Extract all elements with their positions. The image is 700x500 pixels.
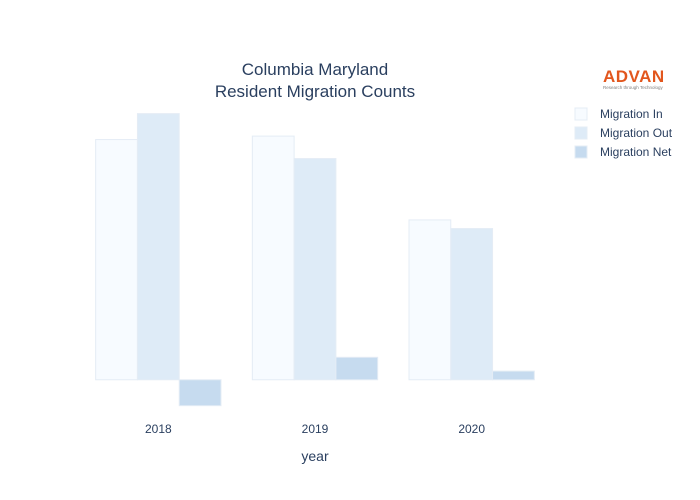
legend-label[interactable]: Migration Net (600, 145, 672, 159)
bars-layer (95, 113, 535, 407)
legend-swatch[interactable] (574, 145, 588, 159)
legend-label[interactable]: Migration In (600, 107, 663, 121)
x-tick-label: 2019 (302, 422, 329, 436)
bar-migration-in-2018[interactable] (95, 139, 138, 381)
chart-title-line-1: Columbia Maryland (242, 60, 388, 79)
logo-tagline: Research through Technology (603, 85, 663, 90)
bar-migration-out-2018[interactable] (136, 113, 180, 381)
legend[interactable]: Migration In Migration Out Migration Net (574, 107, 673, 159)
bar-migration-net-2018[interactable] (178, 379, 222, 407)
chart-title-line-2: Resident Migration Counts (215, 82, 415, 101)
bar-migration-out-2020[interactable] (450, 228, 494, 381)
legend-swatch[interactable] (574, 126, 588, 140)
x-tick-label: 2020 (458, 422, 485, 436)
legend-label[interactable]: Migration Out (600, 126, 673, 140)
bar-migration-in-2020[interactable] (408, 219, 452, 381)
x-ticks: 2018 2019 2020 (145, 422, 485, 436)
bar-migration-net-2019[interactable] (335, 356, 379, 381)
bar-migration-net-2020[interactable] (492, 370, 535, 381)
bar-migration-out-2019[interactable] (293, 158, 337, 381)
bar-migration-in-2019[interactable] (251, 135, 295, 381)
x-axis-title: year (301, 448, 329, 464)
x-tick-label: 2018 (145, 422, 172, 436)
legend-swatch[interactable] (574, 107, 588, 121)
logo-text: ADVAN (603, 67, 665, 86)
advan-logo: ADVAN Research through Technology (603, 67, 665, 90)
